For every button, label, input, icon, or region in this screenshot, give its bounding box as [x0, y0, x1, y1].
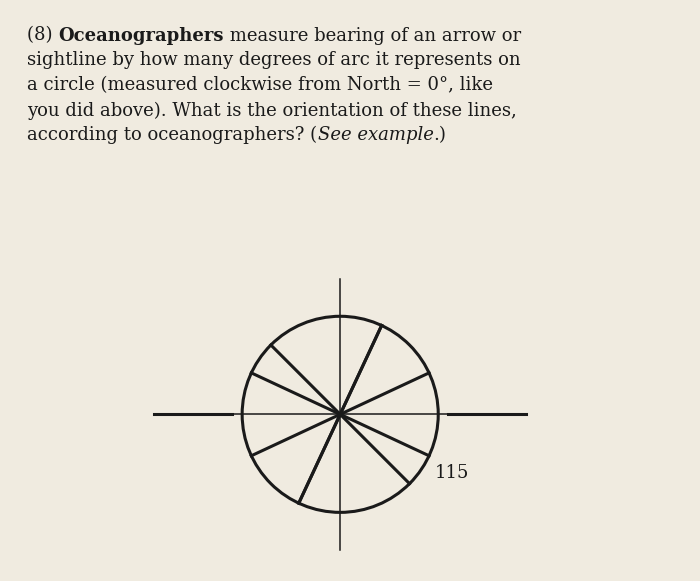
Text: a circle (measured clockwise from North = 0°, like: a circle (measured clockwise from North …: [27, 76, 493, 94]
Text: 115: 115: [435, 464, 469, 482]
Text: See example: See example: [318, 126, 433, 144]
Text: (8): (8): [27, 27, 59, 45]
Text: Oceanographers: Oceanographers: [59, 27, 224, 45]
Text: you did above). What is the orientation of these lines,: you did above). What is the orientation …: [27, 101, 517, 120]
Text: .): .): [433, 126, 447, 144]
Text: measure bearing of an arrow or: measure bearing of an arrow or: [224, 27, 522, 45]
Text: according to oceanographers? (: according to oceanographers? (: [27, 126, 318, 145]
Text: sightline by how many degrees of arc it represents on: sightline by how many degrees of arc it …: [27, 52, 521, 70]
